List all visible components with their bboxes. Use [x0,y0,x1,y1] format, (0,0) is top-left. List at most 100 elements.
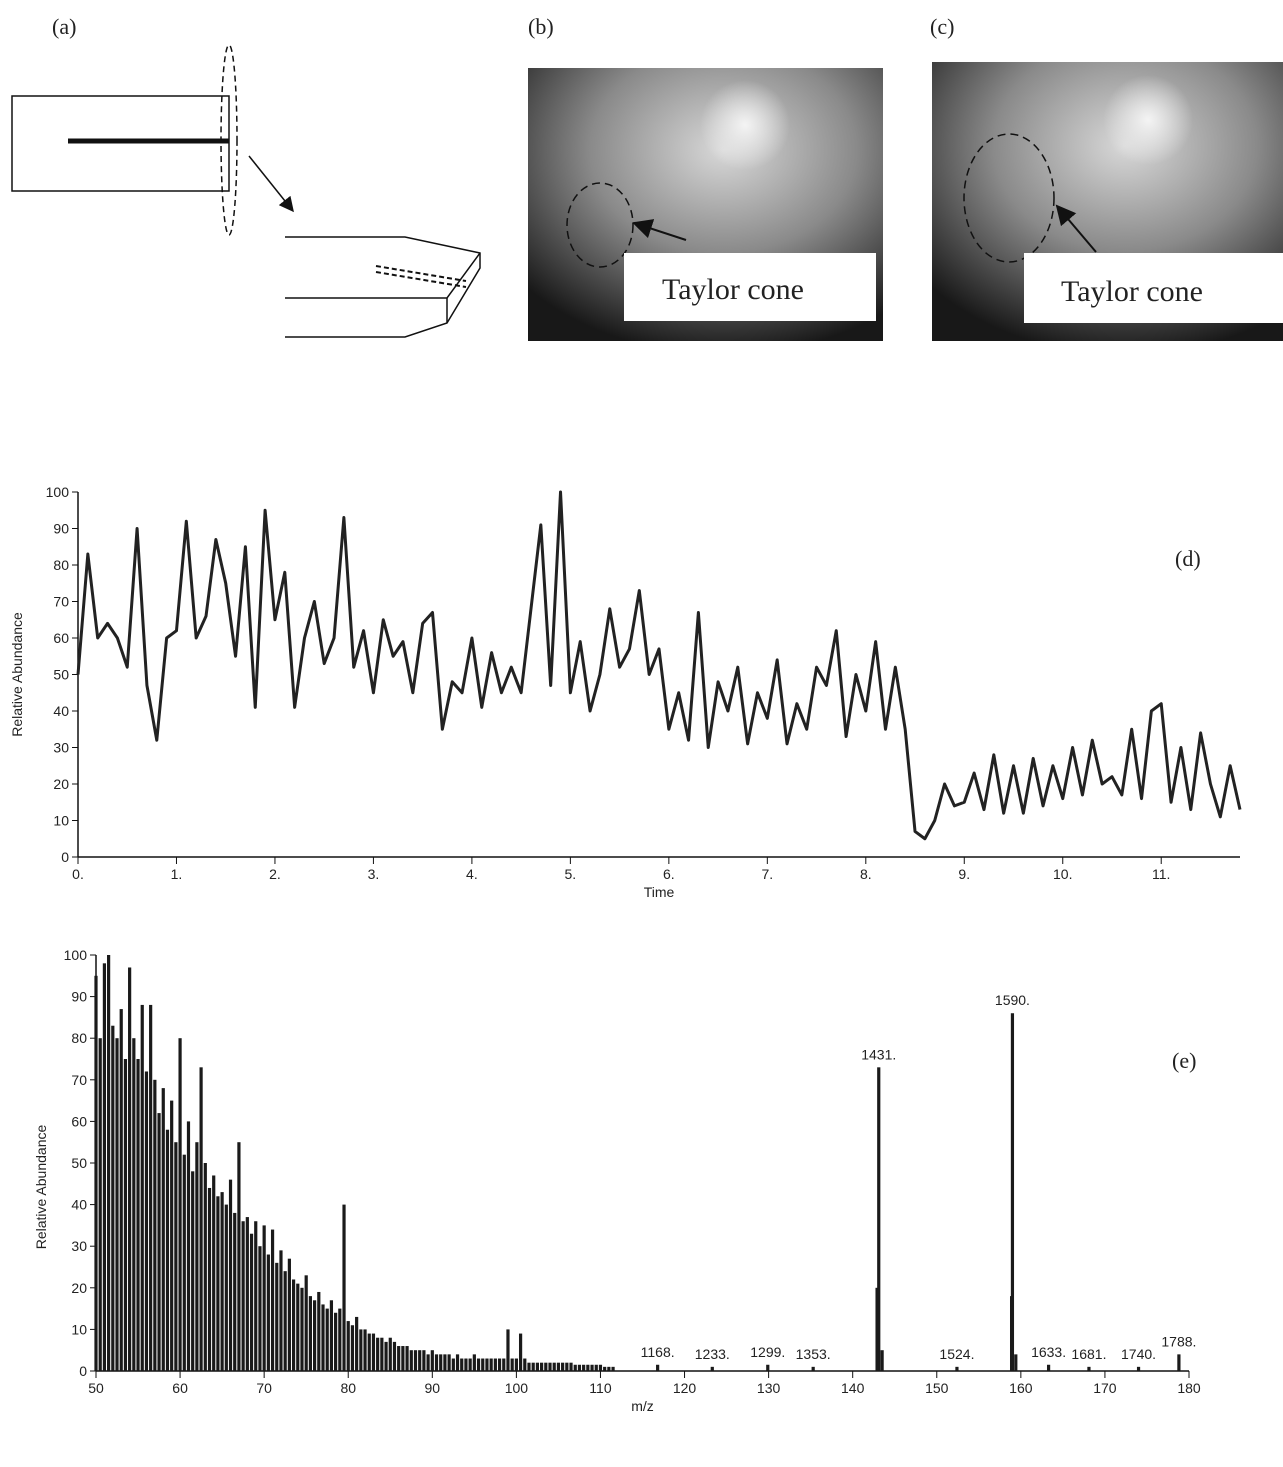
x-tick-label: 0. [72,866,84,882]
peak [875,1287,879,1371]
peak [430,1350,434,1371]
peak [212,1175,216,1371]
y-tick-label: 0 [61,849,69,865]
peak [586,1364,590,1371]
peak [476,1358,481,1371]
peak [502,1358,506,1371]
y-tick-label: 40 [71,1197,87,1213]
peak [544,1362,548,1371]
peak [573,1364,577,1371]
peak [955,1366,959,1371]
photo: Taylor cone [932,62,1283,341]
peak [149,1004,153,1371]
peak [598,1364,603,1371]
y-tick-label: 60 [71,1113,87,1129]
peak [304,1275,308,1371]
peak [447,1354,451,1371]
peak [766,1364,770,1371]
peak [237,1142,241,1371]
peak [102,963,107,1371]
peak [191,1171,195,1371]
peak [275,1262,279,1371]
peak [363,1329,367,1371]
peak [254,1221,258,1371]
peak [245,1217,249,1371]
peak [380,1337,384,1371]
peak [426,1354,430,1371]
x-tick-label: 11. [1152,866,1170,882]
peak [590,1364,594,1371]
peak [1136,1366,1141,1371]
y-tick-label: 80 [71,1030,87,1046]
x-tick-label: 80 [340,1380,356,1396]
peak [877,1067,881,1371]
peak [811,1366,815,1371]
peak [472,1354,476,1371]
peak [540,1362,544,1371]
x-axis-label: Time [644,884,675,900]
peak [216,1196,220,1371]
x-tick-label: 140 [841,1380,865,1396]
peak [128,967,132,1371]
peak [203,1163,207,1371]
needle-diagram [11,44,481,338]
peak [107,955,111,1371]
peak [611,1366,615,1371]
peak [178,1038,182,1371]
peak [338,1308,342,1371]
x-tick-label: 10. [1053,866,1072,882]
peak [548,1362,552,1371]
peak [468,1358,472,1371]
peak [485,1358,489,1371]
y-tick-label: 40 [53,703,69,719]
peak [656,1364,660,1371]
x-tick-label: 50 [88,1380,104,1396]
peak [224,1204,228,1371]
y-tick-label: 20 [53,776,69,792]
peak [342,1204,346,1371]
peak [493,1358,497,1371]
peak [350,1325,355,1371]
x-tick-label: 120 [673,1380,697,1396]
x-tick-label: 70 [256,1380,272,1396]
peak-label: 1233. [695,1346,730,1362]
x-tick-label: 1. [171,866,183,882]
peak-label: 1681. [1071,1346,1106,1362]
peak [460,1358,464,1371]
x-tick-label: 7. [761,866,773,882]
peak [270,1229,275,1371]
peak [443,1354,447,1371]
peak-label: 1168. [641,1344,675,1360]
peak [405,1346,409,1371]
peak [279,1250,283,1371]
peak [111,1025,115,1371]
y-tick-label: 80 [53,557,69,573]
y-tick-label: 100 [64,947,88,963]
peak [413,1350,418,1371]
peak [98,1038,102,1371]
peak [329,1300,334,1371]
x-tick-label: 8. [860,866,872,882]
peak [291,1279,296,1371]
peak [451,1358,455,1371]
peak [136,1059,140,1371]
peak [308,1296,312,1371]
y-tick-label: 10 [53,813,69,829]
peak [367,1333,371,1371]
y-axis-label: Relative Abundance [9,612,25,737]
panel-label: (c) [930,14,954,39]
y-tick-label: 70 [71,1072,87,1088]
peak-label: 1431. [861,1046,896,1062]
peak [418,1350,422,1371]
peak [582,1364,586,1371]
peak [132,1038,136,1371]
y-tick-label: 50 [71,1155,87,1171]
peak [392,1341,397,1371]
peak-label: 1524. [939,1346,974,1362]
peak-label: 1590. [995,992,1030,1008]
peak [510,1358,514,1371]
peak [594,1364,598,1371]
peak [371,1333,376,1371]
peak [94,975,98,1371]
peak [388,1337,392,1371]
